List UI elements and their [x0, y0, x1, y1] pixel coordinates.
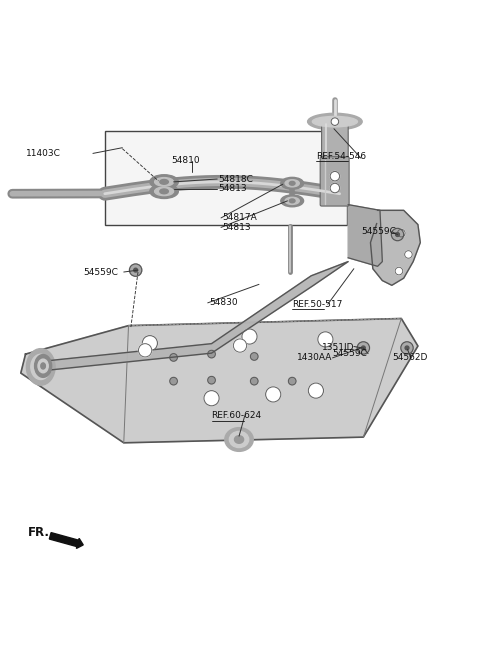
FancyArrow shape	[49, 533, 83, 548]
Text: 54559C: 54559C	[84, 268, 118, 277]
Text: 11403C: 11403C	[25, 149, 60, 158]
Ellipse shape	[225, 428, 253, 451]
Ellipse shape	[281, 195, 303, 207]
Ellipse shape	[41, 363, 46, 369]
Ellipse shape	[229, 432, 249, 447]
Ellipse shape	[38, 359, 48, 373]
Circle shape	[308, 383, 324, 398]
Circle shape	[397, 230, 405, 237]
Ellipse shape	[308, 113, 362, 130]
Text: 54818C: 54818C	[219, 174, 253, 184]
Circle shape	[405, 251, 412, 258]
Circle shape	[251, 353, 258, 360]
Circle shape	[138, 344, 152, 357]
Ellipse shape	[150, 174, 179, 189]
Text: 54817A: 54817A	[222, 213, 257, 222]
Circle shape	[330, 171, 340, 181]
Text: 54810: 54810	[171, 157, 200, 165]
Polygon shape	[348, 205, 383, 266]
Circle shape	[331, 118, 339, 125]
Ellipse shape	[150, 184, 179, 199]
Ellipse shape	[155, 178, 174, 186]
Ellipse shape	[312, 116, 358, 127]
Text: 54813: 54813	[219, 184, 247, 194]
Ellipse shape	[155, 187, 174, 195]
Circle shape	[170, 354, 178, 361]
Circle shape	[130, 264, 142, 276]
Polygon shape	[371, 211, 420, 285]
Circle shape	[330, 183, 340, 193]
Ellipse shape	[36, 361, 46, 373]
Circle shape	[134, 268, 137, 272]
Text: FR.: FR.	[27, 527, 49, 539]
Polygon shape	[43, 262, 348, 371]
Text: 54559C: 54559C	[333, 349, 367, 358]
Circle shape	[233, 339, 247, 352]
Circle shape	[318, 332, 333, 347]
Ellipse shape	[160, 189, 168, 194]
Circle shape	[405, 346, 409, 350]
Circle shape	[208, 377, 216, 384]
Ellipse shape	[235, 436, 244, 443]
Ellipse shape	[160, 180, 168, 184]
Text: REF.50-517: REF.50-517	[292, 300, 343, 309]
Bar	[105, 131, 347, 224]
Circle shape	[361, 346, 365, 350]
Ellipse shape	[285, 180, 300, 187]
Text: 54813: 54813	[222, 223, 251, 232]
Circle shape	[265, 387, 281, 402]
Text: 54830: 54830	[209, 298, 238, 308]
Text: REF.60-624: REF.60-624	[212, 411, 262, 420]
Text: 54559C: 54559C	[361, 227, 396, 236]
Ellipse shape	[285, 197, 300, 205]
Circle shape	[391, 228, 404, 241]
Ellipse shape	[31, 354, 51, 380]
Ellipse shape	[26, 348, 55, 385]
Circle shape	[208, 350, 216, 358]
Ellipse shape	[289, 199, 295, 203]
Text: 54562D: 54562D	[392, 354, 427, 362]
Circle shape	[401, 342, 413, 354]
Ellipse shape	[289, 182, 295, 185]
Circle shape	[288, 377, 296, 385]
Circle shape	[170, 377, 178, 385]
Text: 1351JD: 1351JD	[322, 344, 354, 352]
Circle shape	[395, 267, 403, 275]
Circle shape	[357, 342, 370, 354]
Polygon shape	[21, 319, 418, 443]
FancyBboxPatch shape	[320, 157, 349, 206]
FancyBboxPatch shape	[322, 121, 348, 159]
Circle shape	[242, 329, 257, 344]
Ellipse shape	[35, 355, 52, 377]
Circle shape	[396, 233, 399, 236]
Text: REF.54-546: REF.54-546	[316, 152, 366, 161]
Text: 1430AA: 1430AA	[297, 354, 332, 362]
Ellipse shape	[281, 177, 303, 189]
Circle shape	[204, 390, 219, 406]
Circle shape	[251, 377, 258, 385]
Circle shape	[142, 336, 157, 351]
